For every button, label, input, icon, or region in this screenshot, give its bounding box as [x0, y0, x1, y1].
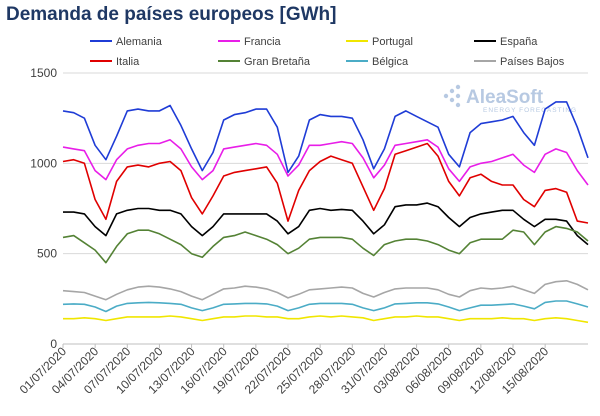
legend-item: Países Bajos: [474, 56, 565, 68]
y-tick-label: 1000: [30, 156, 57, 170]
series-line-paises-bajos: [62, 279, 589, 301]
legend-label: Italia: [116, 56, 140, 68]
y-tick-label: 0: [50, 337, 57, 351]
legend-item: España: [474, 36, 538, 48]
legend-label: Portugal: [372, 36, 413, 48]
series-line-italia: [62, 142, 589, 224]
series-line-belgica: [62, 300, 589, 313]
legend-item: Italia: [90, 56, 140, 68]
series-line-espana: [63, 202, 589, 246]
series-line-francia: [62, 139, 589, 186]
legend-label: Gran Bretaña: [244, 56, 311, 68]
y-tick-label: 1500: [30, 66, 57, 80]
legend-item: Alemania: [90, 36, 163, 48]
legend-label: Alemania: [116, 36, 163, 48]
legend: Alemania Francia Portugal España Italia Gran …: [90, 36, 565, 68]
legend-label: Bélgica: [372, 56, 409, 68]
series-line-alemania: [62, 101, 589, 174]
legend-item: Francia: [218, 36, 282, 48]
legend-label: Países Bajos: [500, 56, 565, 68]
series-line-gran-bretana: [62, 225, 589, 264]
legend-item: Portugal: [346, 36, 413, 48]
series-line-portugal: [63, 315, 589, 324]
axes: 05001000150001/07/202004/07/202007/07/20…: [17, 66, 588, 397]
legend-label: Francia: [244, 36, 282, 48]
series-lines: [62, 101, 589, 324]
legend-label: España: [500, 36, 538, 48]
legend-item: Gran Bretaña: [218, 56, 311, 68]
watermark-tagline: ENERGY FORECASTING: [483, 107, 577, 114]
chart-title: Demanda de países europeos [GWh]: [6, 4, 337, 25]
aleasoft-watermark: AleaSoft ENERGY FORECASTING: [443, 84, 577, 114]
aleasoft-logo-icon: [443, 84, 461, 108]
legend-item: Bélgica: [346, 56, 409, 68]
watermark-brand: AleaSoft: [466, 87, 544, 108]
y-tick-label: 500: [37, 247, 57, 261]
